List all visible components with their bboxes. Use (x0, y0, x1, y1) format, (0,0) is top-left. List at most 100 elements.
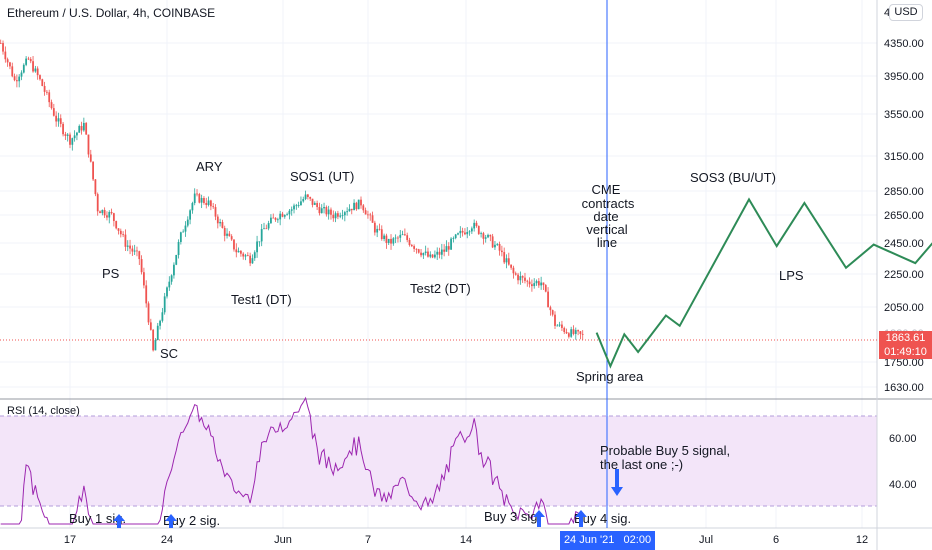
crosshair-date-tag: 24 Jun '21 02:00 (560, 531, 655, 550)
candle-body (364, 210, 367, 215)
candle-body (223, 227, 226, 236)
rsi-indicator-label[interactable]: RSI (14, close) (7, 405, 80, 417)
candle-body (514, 273, 517, 275)
candle-body (233, 239, 235, 250)
candle-body (52, 108, 55, 116)
candle-body (392, 238, 395, 244)
label-test1: Test1 (DT) (231, 292, 292, 307)
candle-body (339, 215, 342, 217)
candle-body (189, 210, 191, 220)
candle-body (230, 236, 233, 240)
buy3-arrow-icon (533, 510, 545, 527)
candle-body (246, 255, 249, 257)
candle-body (334, 213, 337, 219)
symbol-title[interactable]: Ethereum / U.S. Dollar, 4h, COINBASE (7, 6, 216, 20)
candle-body (173, 264, 175, 276)
rsi-axis[interactable]: 60.00 40.00 (889, 433, 917, 491)
candle-body (143, 272, 145, 286)
candle-body (440, 249, 443, 255)
candle-body (272, 217, 275, 219)
candle-body (177, 241, 180, 255)
label-spring: Spring area (576, 369, 644, 384)
candle-body (205, 202, 208, 205)
candle-body (473, 222, 476, 229)
candle-body (489, 234, 492, 237)
candle-body (6, 59, 9, 63)
candle-body (415, 248, 418, 250)
candle-body (279, 213, 282, 220)
candle-body (48, 92, 51, 103)
candle-body (341, 215, 344, 217)
candle-body (226, 233, 228, 236)
candle-body (330, 209, 332, 215)
candle-body (346, 211, 349, 213)
price-tick: 2650.00 (884, 210, 924, 222)
candle-body (253, 252, 256, 259)
candle-body (521, 276, 524, 278)
candle-body (73, 135, 76, 139)
time-tick: 12 (856, 534, 868, 546)
candle-body (147, 303, 150, 323)
candle-body (219, 222, 222, 224)
candle-body (163, 296, 166, 313)
candle-body (450, 238, 452, 250)
rsi-tick: 40.00 (889, 479, 917, 491)
candle-body (136, 250, 138, 252)
candle-body (387, 238, 390, 243)
candle-body (371, 215, 374, 223)
label-buy4: Buy 4 sig. (574, 511, 631, 526)
candle-body (547, 291, 549, 308)
candle-body (55, 115, 58, 122)
candle-body (397, 237, 399, 239)
candle-body (304, 194, 307, 200)
label-cme: CME contracts date vertical line (582, 182, 635, 250)
currency-button[interactable]: USD (889, 4, 923, 21)
label-buy1: Buy 1 sig. (69, 511, 126, 526)
candle-body (170, 275, 173, 282)
candle-body (443, 249, 446, 252)
candle-body (161, 312, 164, 321)
price-tick: 3550.00 (884, 109, 924, 121)
candle-body (251, 258, 254, 264)
candle-body (106, 215, 108, 218)
crosshair-date: 24 Jun '21 (563, 534, 615, 546)
candle-body (500, 250, 503, 253)
candle-body (533, 283, 536, 287)
label-sos3: SOS3 (BU/UT) (690, 170, 776, 185)
candle-body (18, 76, 21, 82)
projection-path[interactable] (595, 151, 932, 369)
label-cme-line: line (597, 235, 617, 250)
candle-body (503, 252, 506, 263)
candle-body (300, 201, 302, 206)
candle-body (436, 251, 439, 255)
candle-body (491, 236, 494, 248)
candle-body (309, 196, 312, 199)
candle-body (320, 208, 323, 214)
candle-body (551, 310, 554, 315)
candle-body (434, 254, 436, 258)
candle-body (413, 246, 416, 249)
candle-body (475, 222, 478, 227)
candle-body (454, 234, 457, 239)
candle-body (46, 91, 48, 93)
time-axis[interactable]: 17 24 Jun 7 14 Jul 6 12 (64, 534, 868, 546)
candle-body (131, 248, 134, 252)
candle-body (15, 80, 18, 82)
candle-body (461, 230, 464, 233)
candle-body (263, 228, 265, 230)
candle-body (480, 233, 482, 235)
candle-body (270, 217, 272, 224)
candle-body (281, 213, 284, 217)
candle-body (570, 329, 573, 337)
candle-body (193, 193, 196, 204)
candle-body (540, 282, 543, 286)
candle-body (159, 320, 161, 326)
candle-body (394, 237, 397, 239)
candle-body (108, 211, 111, 218)
candle-body (519, 276, 522, 281)
candle-body (249, 255, 252, 264)
price-axis[interactable]: 4350.00 3950.00 3550.00 3150.00 2850.00 … (884, 7, 924, 394)
buy2-arrow-icon (165, 514, 177, 528)
candle-body (29, 59, 32, 62)
